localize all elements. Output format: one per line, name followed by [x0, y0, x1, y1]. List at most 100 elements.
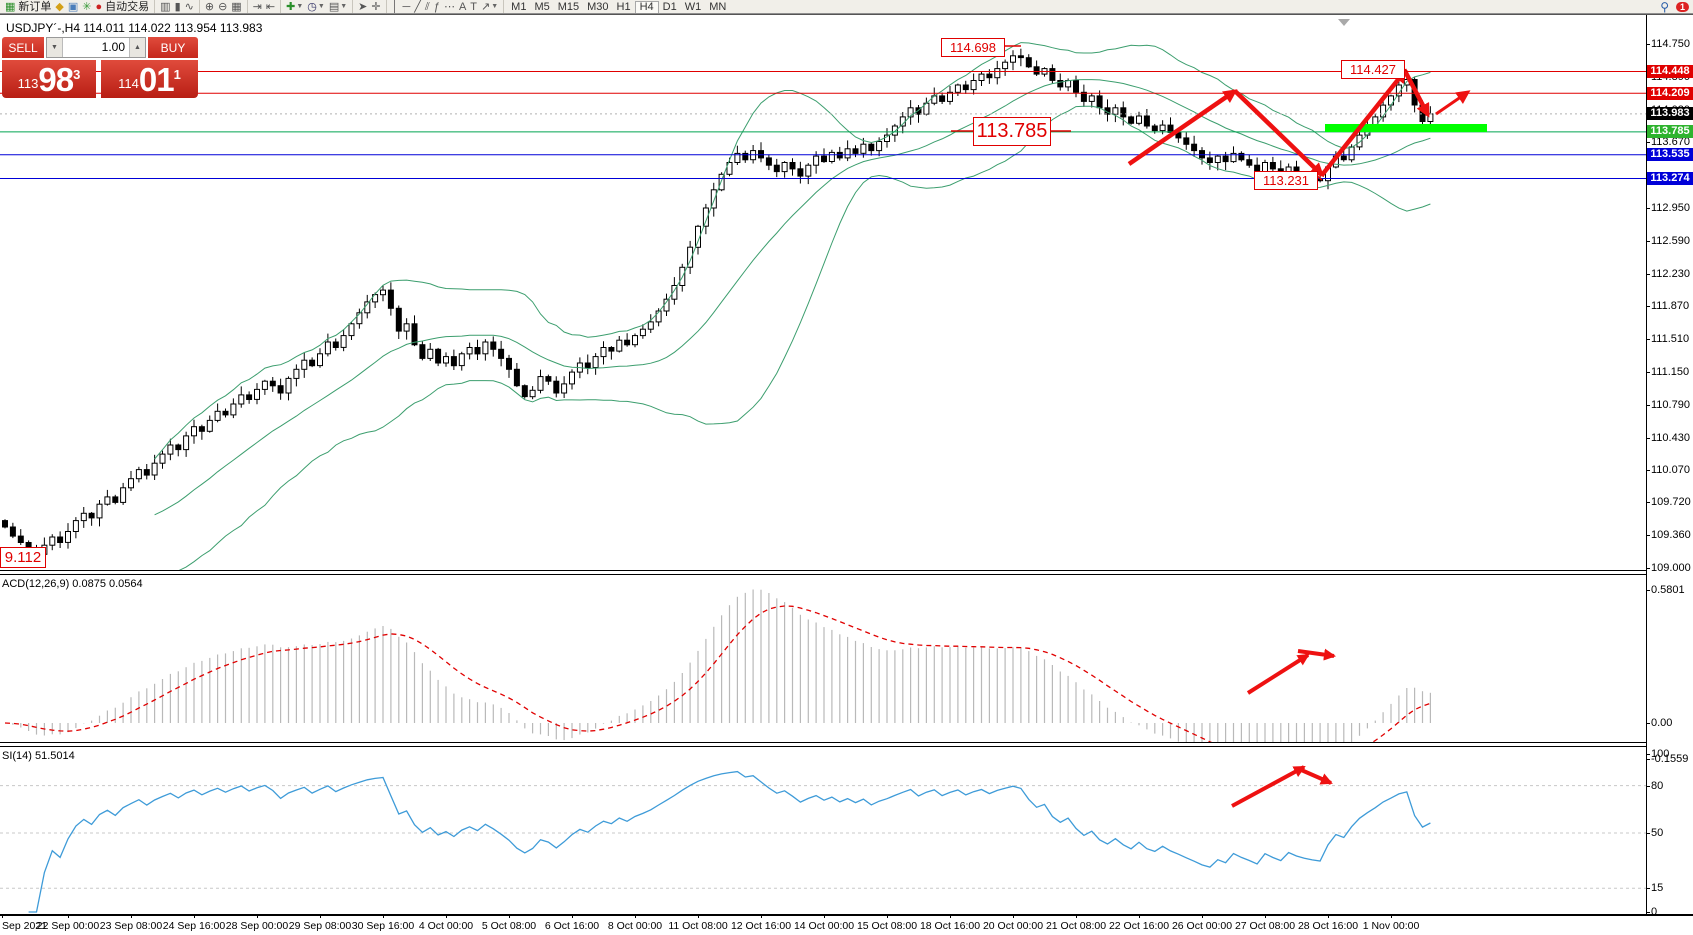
candle-body	[2, 520, 8, 528]
bollinger-band[interactable]	[154, 79, 1431, 516]
timeframe-h4[interactable]: H4	[634, 1, 659, 13]
zoom-in-icon[interactable]: ⊕	[204, 1, 215, 13]
trendline-icon[interactable]: ╱	[414, 1, 421, 13]
candle-body	[1222, 155, 1229, 163]
candle-body	[380, 289, 386, 296]
candle-body	[57, 536, 64, 543]
macd-annotation-arrow[interactable]	[1246, 653, 1310, 695]
timeframe-m30[interactable]: M30	[587, 1, 609, 13]
macd-annotation-arrow[interactable]	[1297, 648, 1336, 661]
candle-body	[655, 310, 662, 323]
macd-indicator-label: ACD(12,26,9) 0.0875 0.0564	[2, 578, 143, 590]
ask-quote[interactable]: 114 01 1	[101, 60, 198, 98]
crosshair-icon[interactable]: ✛	[371, 1, 381, 13]
candle-body	[805, 164, 812, 177]
main-price-chart[interactable]	[0, 15, 1646, 571]
signal-icon[interactable]: ✳	[82, 1, 92, 13]
volume-value[interactable]: 1.00	[101, 40, 125, 54]
arrows-icon[interactable]: ↗ ▼	[481, 1, 499, 13]
new-order-icon[interactable]: ▦ 新订单	[5, 1, 52, 13]
bid-quote[interactable]: 113 98 3	[2, 60, 96, 98]
panel-divider[interactable]	[0, 570, 1646, 575]
bollinger-band[interactable]	[154, 42, 1431, 460]
timeframe-h1[interactable]: H1	[616, 1, 631, 13]
candle-body	[88, 512, 95, 519]
candle-body	[285, 377, 292, 394]
timeframe-d1[interactable]: D1	[662, 1, 677, 13]
volume-increase-button[interactable]: ▲	[129, 38, 145, 57]
time-label: 28 Oct 16:00	[1297, 920, 1359, 932]
text-icon[interactable]: A	[458, 1, 467, 13]
macd-panel[interactable]	[0, 574, 1646, 742]
rsi-annotation-arrow[interactable]	[1231, 765, 1306, 808]
timeframe-mn[interactable]: MN	[709, 1, 727, 13]
trend-annotation-arrow[interactable]	[1403, 69, 1430, 118]
zoom-out-icon[interactable]: ⊖	[218, 1, 228, 13]
timeframe-m1[interactable]: M1	[511, 1, 527, 13]
rsi-panel[interactable]	[0, 746, 1646, 914]
timeframe-m15[interactable]: M15	[557, 1, 580, 13]
text-label-icon[interactable]: T	[470, 1, 478, 13]
volume-decrease-button[interactable]: ▼	[47, 38, 63, 57]
timeframe-m5[interactable]: M5	[534, 1, 550, 13]
scroll-position-marker	[1338, 19, 1350, 26]
candle-body	[443, 356, 449, 364]
hline-icon[interactable]: ─	[402, 1, 411, 13]
axis-tick-label: 110.790	[1651, 399, 1690, 411]
cursor-icon[interactable]: ➤	[358, 1, 368, 13]
price-label-box[interactable]: 9.112	[0, 547, 46, 568]
screens-icon[interactable]: ▣	[67, 1, 79, 13]
trend-annotation-arrow[interactable]	[1233, 89, 1325, 178]
macd-signal-line	[4, 605, 1431, 742]
equidistant-channel-icon[interactable]: ⫽	[424, 1, 430, 13]
price-label-box[interactable]: 113.231	[1254, 171, 1318, 190]
candle-body	[962, 84, 969, 91]
candle-body	[1002, 61, 1009, 70]
indicators-icon[interactable]: ✚ ▼	[286, 1, 304, 13]
price-label-box[interactable]: 114.698	[941, 38, 1005, 57]
tile-windows-icon[interactable]: ▦	[231, 1, 242, 13]
candle-body	[198, 426, 205, 432]
chart-candles-icon[interactable]: ▮	[174, 1, 181, 13]
candle-body	[246, 394, 253, 400]
chart-line-icon[interactable]: ∿	[184, 1, 194, 13]
sell-button[interactable]: SELL	[2, 37, 44, 58]
candle-body	[844, 148, 851, 159]
time-label: 22 Oct 16:00	[1108, 920, 1170, 932]
chart-bars-icon[interactable]: ▥	[160, 1, 171, 13]
panel-divider[interactable]	[0, 742, 1646, 747]
auto-scroll-icon[interactable]: ⇥	[252, 1, 262, 13]
buy-button[interactable]: BUY	[148, 37, 198, 58]
candle-body	[1073, 80, 1079, 93]
candle-body	[301, 359, 308, 370]
ask-pips: 01	[138, 61, 175, 98]
candle-body	[608, 347, 615, 352]
rsi-annotation-arrow[interactable]	[1298, 767, 1333, 785]
chart-shift-icon[interactable]: ⇤	[265, 1, 276, 13]
candle-body	[663, 298, 670, 312]
notification-badge[interactable]: 1	[1675, 1, 1689, 12]
axis-tick-label: -0.1559	[1651, 753, 1689, 765]
fibo-retracement-icon[interactable]: ƒ	[433, 1, 440, 13]
timeframe-w1[interactable]: W1	[684, 1, 702, 13]
forecast-arrow[interactable]	[1435, 90, 1471, 116]
price-label-box[interactable]: 114.427	[1341, 60, 1405, 79]
price-label-box[interactable]: 113.785	[973, 117, 1051, 146]
vline-icon[interactable]: │	[391, 1, 399, 13]
gold-icon[interactable]: ◆	[55, 1, 64, 13]
autotrade-icon[interactable]: ● 自动交易	[95, 1, 150, 13]
volume-stepper[interactable]: ▼ 1.00 ▲	[46, 37, 146, 58]
candle-body	[1395, 84, 1402, 97]
chart-window[interactable]: USDJPY´-,H4 114.011 114.022 113.954 113.…	[0, 14, 1693, 935]
support-highlight-bar[interactable]	[1325, 124, 1487, 132]
candle-body	[120, 487, 127, 503]
candle-body	[143, 469, 150, 476]
search-icon[interactable]: ⚲	[1660, 0, 1669, 14]
bollinger-band[interactable]	[154, 105, 1431, 571]
templates-icon[interactable]: ▤ ▼	[328, 1, 348, 13]
fibo-fan-icon[interactable]: ⋯	[443, 1, 455, 13]
trend-annotation-arrow[interactable]	[1127, 89, 1238, 166]
candle-body	[9, 526, 16, 537]
periods-icon[interactable]: ◷ ▼	[307, 1, 325, 13]
trend-annotation-arrow[interactable]	[1320, 68, 1407, 177]
